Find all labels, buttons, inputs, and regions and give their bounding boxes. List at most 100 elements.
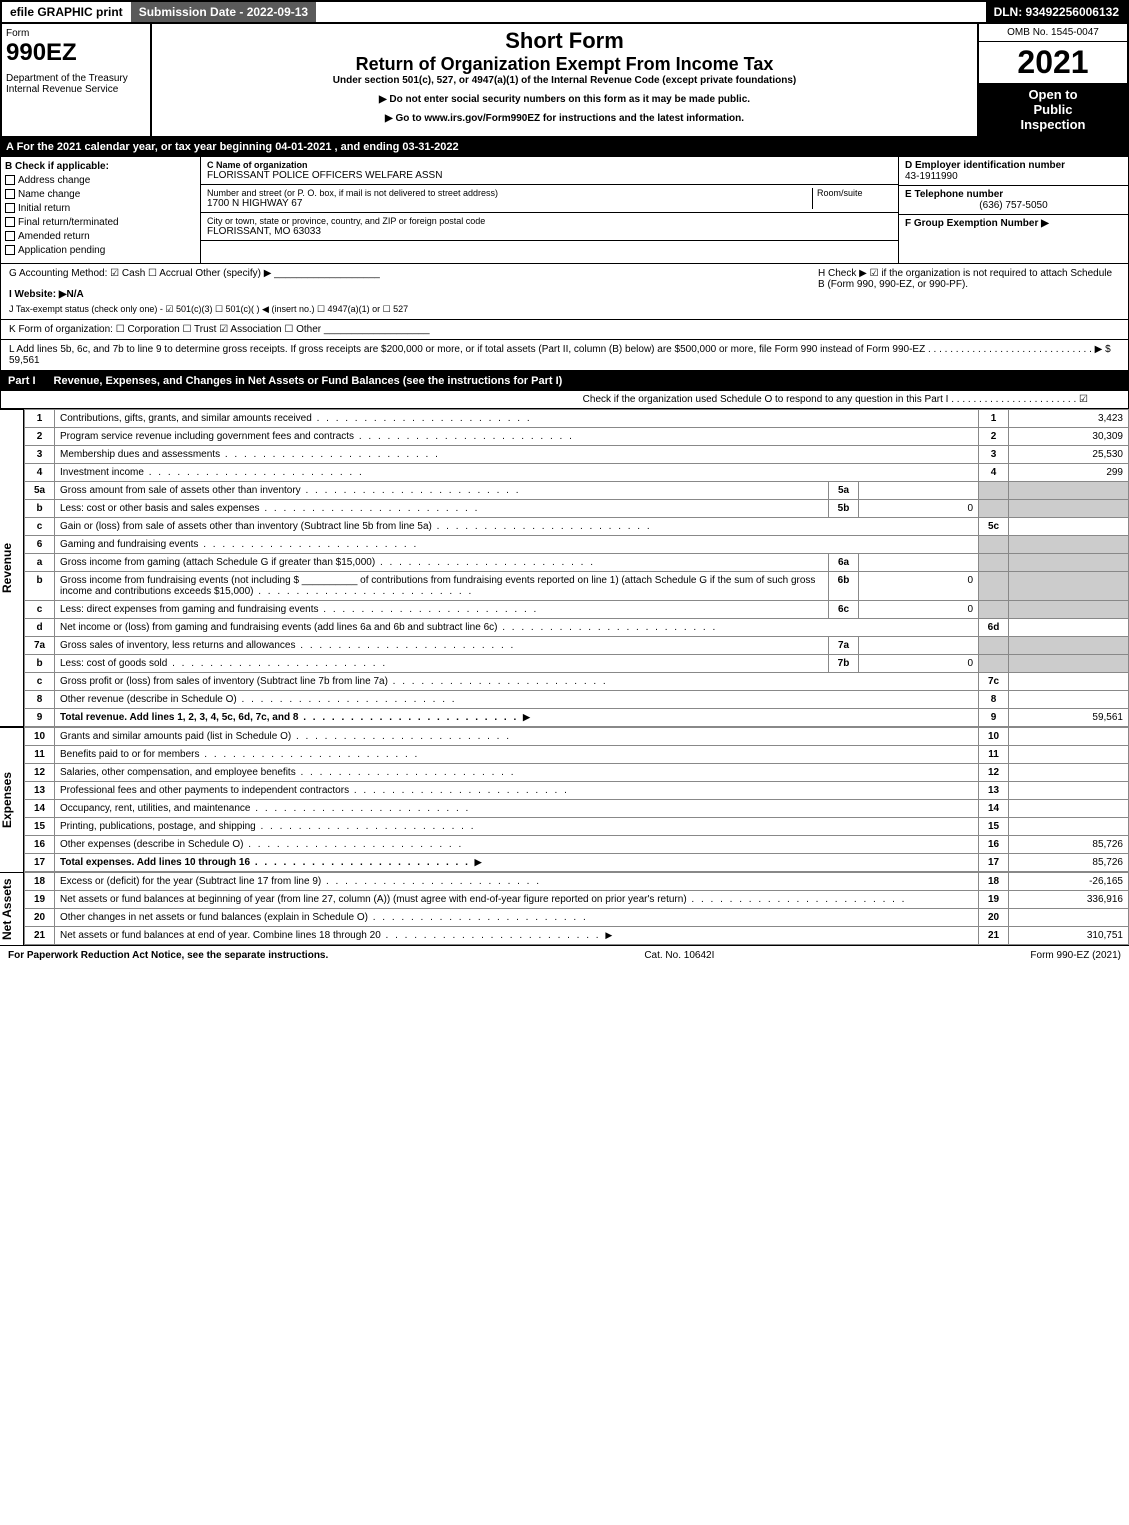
submission-date: Submission Date - 2022-09-13 <box>131 2 316 22</box>
form-header: Form 990EZ Department of the Treasury In… <box>0 24 1129 138</box>
line-ref: 5c <box>979 518 1009 536</box>
line-value <box>1009 746 1129 764</box>
expenses-section: Expenses 10 Grants and similar amounts pa… <box>0 727 1129 872</box>
title-goto-link[interactable]: ▶ Go to www.irs.gov/Form990EZ for instru… <box>156 113 973 124</box>
subline-number: 5a <box>829 482 859 500</box>
line-number: 4 <box>25 464 55 482</box>
line-ref-grey <box>979 482 1009 500</box>
dln-label: DLN: 93492256006132 <box>986 2 1127 22</box>
line-value <box>1009 800 1129 818</box>
line-value: 3,423 <box>1009 410 1129 428</box>
line-row: bGross income from fundraising events (n… <box>25 572 1129 601</box>
line-row: 12Salaries, other compensation, and empl… <box>25 764 1129 782</box>
line-ref-grey <box>979 554 1009 572</box>
line-ref: 18 <box>979 873 1009 891</box>
e-phone-value: (636) 757-5050 <box>905 200 1122 211</box>
cb-name-change[interactable]: Name change <box>5 189 196 200</box>
section-a-calendar: A For the 2021 calendar year, or tax yea… <box>0 138 1129 156</box>
arrow-icon <box>521 712 532 723</box>
line-number: 2 <box>25 428 55 446</box>
ghij-block: G Accounting Method: ☑ Cash ☐ Accrual Ot… <box>0 264 1129 320</box>
form-meta-col: OMB No. 1545-0047 2021 Open to Public In… <box>977 24 1127 136</box>
line-value <box>1009 728 1129 746</box>
f-group-label: F Group Exemption Number ▶ <box>905 218 1122 229</box>
line-value-grey <box>1009 655 1129 673</box>
cb-application-pending[interactable]: Application pending <box>5 245 196 256</box>
line-value-grey <box>1009 554 1129 572</box>
line-ref: 19 <box>979 891 1009 909</box>
line-row: 17Total expenses. Add lines 10 through 1… <box>25 854 1129 872</box>
org-address: 1700 N HIGHWAY 67 <box>207 198 812 209</box>
footer-left: For Paperwork Reduction Act Notice, see … <box>8 950 328 961</box>
tax-year: 2021 <box>979 42 1127 83</box>
line-desc: Less: cost of goods sold <box>60 658 167 669</box>
line-row: 11Benefits paid to or for members11 <box>25 746 1129 764</box>
line-number: b <box>25 500 55 518</box>
revenue-sidelabel: Revenue <box>0 409 24 727</box>
line-row: 8Other revenue (describe in Schedule O)8 <box>25 691 1129 709</box>
part1-header: Part I Revenue, Expenses, and Changes in… <box>0 371 1129 391</box>
cb-amended-return[interactable]: Amended return <box>5 231 196 242</box>
line-number: 8 <box>25 691 55 709</box>
line-row: 10 Grants and similar amounts paid (list … <box>25 728 1129 746</box>
line-value: 59,561 <box>1009 709 1129 727</box>
line-desc: Professional fees and other payments to … <box>60 785 349 796</box>
expenses-sidelabel: Expenses <box>0 727 24 872</box>
revenue-table: 1Contributions, gifts, grants, and simil… <box>24 409 1129 727</box>
line-ref: 14 <box>979 800 1009 818</box>
line-ref-grey <box>979 637 1009 655</box>
d-ein-value: 43-1911990 <box>905 171 1122 182</box>
line-ref-grey <box>979 500 1009 518</box>
form-title-col: Short Form Return of Organization Exempt… <box>152 24 977 136</box>
line-ref: 10 <box>979 728 1009 746</box>
title-under-section: Under section 501(c), 527, or 4947(a)(1)… <box>156 75 973 86</box>
line-number: 6 <box>25 536 55 554</box>
j-tax-exempt: J Tax-exempt status (check only one) - ☑… <box>9 304 1120 315</box>
line-desc: Printing, publications, postage, and shi… <box>60 821 256 832</box>
line-value <box>1009 518 1129 536</box>
cb-address-change[interactable]: Address change <box>5 175 196 186</box>
cb-initial-return[interactable]: Initial return <box>5 203 196 214</box>
line-desc: Gross amount from sale of assets other t… <box>60 485 301 496</box>
line-ref: 13 <box>979 782 1009 800</box>
line-row: 5a Gross amount from sale of assets other… <box>25 482 1129 500</box>
dept-label: Department of the Treasury <box>6 73 146 84</box>
line-row: dNet income or (loss) from gaming and fu… <box>25 619 1129 637</box>
line-desc: Net assets or fund balances at beginning… <box>60 894 687 905</box>
expenses-table: 10 Grants and similar amounts paid (list … <box>24 727 1129 872</box>
org-info-block: B Check if applicable: Address change Na… <box>0 156 1129 264</box>
subline-value <box>859 482 979 500</box>
part1-check: Check if the organization used Schedule … <box>0 391 1129 409</box>
line-ref: 4 <box>979 464 1009 482</box>
line-row: bLess: cost of goods sold7b0 <box>25 655 1129 673</box>
subline-value <box>859 554 979 572</box>
line-desc: Other changes in net assets or fund bala… <box>60 912 368 923</box>
line-number: c <box>25 673 55 691</box>
arrow-icon <box>473 857 484 868</box>
efile-label[interactable]: efile GRAPHIC print <box>2 2 131 22</box>
subline-number: 6a <box>829 554 859 572</box>
e-phone-label: E Telephone number <box>905 189 1122 200</box>
line-row: cLess: direct expenses from gaming and f… <box>25 601 1129 619</box>
line-row: 18Excess or (deficit) for the year (Subt… <box>25 873 1129 891</box>
c-label: C Name of organization <box>207 160 892 170</box>
page-footer: For Paperwork Reduction Act Notice, see … <box>0 945 1129 965</box>
line-value <box>1009 909 1129 927</box>
box-b-label: B Check if applicable: <box>5 161 196 172</box>
line-desc: Grants and similar amounts paid (list in… <box>60 731 291 742</box>
box-b-checkboxes: B Check if applicable: Address change Na… <box>1 157 201 263</box>
line-value: 336,916 <box>1009 891 1129 909</box>
line-ref-grey <box>979 655 1009 673</box>
line-ref: 8 <box>979 691 1009 709</box>
part1-title: Revenue, Expenses, and Changes in Net As… <box>46 375 1121 387</box>
line-value <box>1009 764 1129 782</box>
line-row: 19 Net assets or fund balances at beginni… <box>25 891 1129 909</box>
line-value: 25,530 <box>1009 446 1129 464</box>
line-value <box>1009 818 1129 836</box>
line-desc: Program service revenue including govern… <box>60 431 354 442</box>
line-number: d <box>25 619 55 637</box>
line-number: 17 <box>25 854 55 872</box>
cb-final-return[interactable]: Final return/terminated <box>5 217 196 228</box>
line-ref: 3 <box>979 446 1009 464</box>
line-number: 9 <box>25 709 55 727</box>
